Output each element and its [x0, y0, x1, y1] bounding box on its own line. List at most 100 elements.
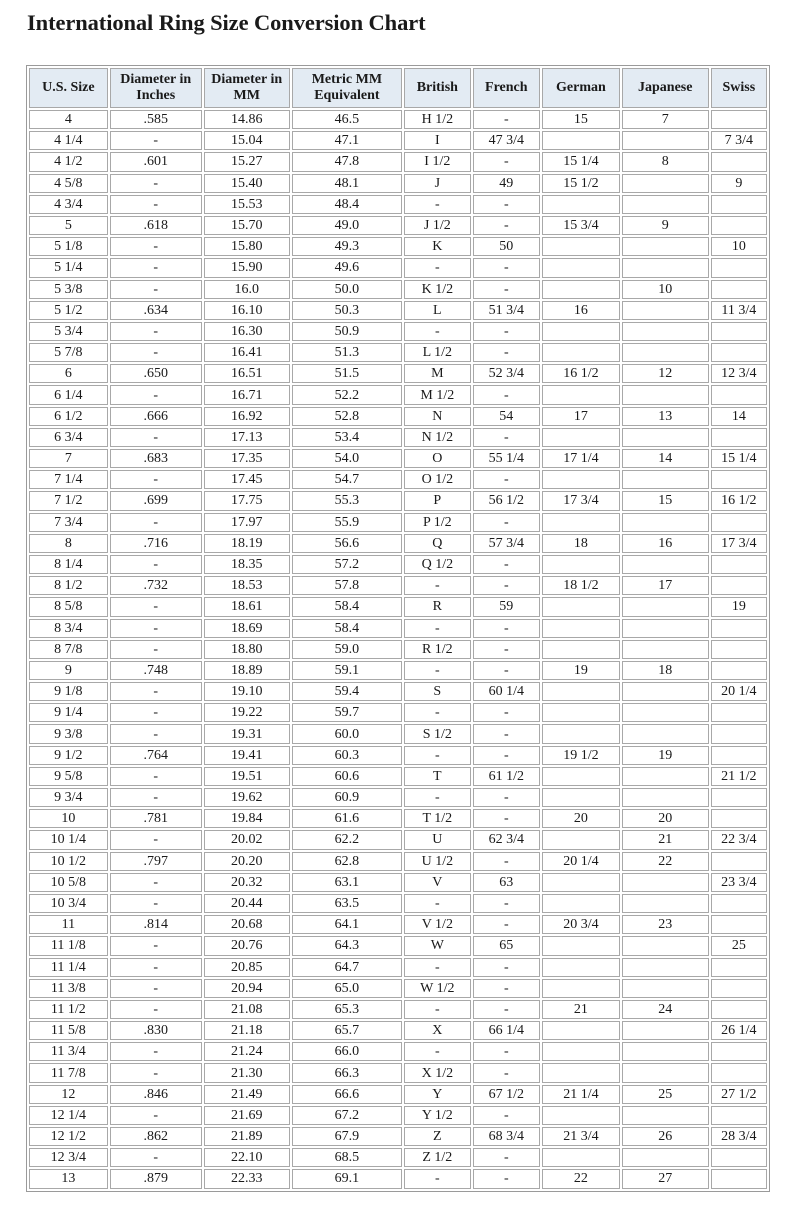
table-cell: -: [472, 385, 541, 405]
table-cell: 28 3/4: [710, 1127, 767, 1147]
table-cell: 23 3/4: [710, 872, 767, 892]
table-cell: -: [109, 597, 202, 617]
table-cell: -: [472, 152, 541, 172]
table-cell: 7 3/4: [710, 131, 767, 151]
table-cell: [542, 258, 620, 278]
table-cell: -: [472, 215, 541, 236]
table-cell: -: [109, 1105, 202, 1125]
table-cell: [542, 936, 620, 956]
table-cell: -: [404, 1042, 471, 1062]
table-cell: [710, 258, 767, 278]
table-cell: 21.30: [203, 1063, 290, 1083]
table-cell: 10 3/4: [29, 893, 108, 914]
table-cell: [542, 1148, 620, 1168]
table-cell: -: [404, 194, 471, 214]
table-cell: [710, 385, 767, 405]
table-cell: -: [404, 893, 471, 914]
table-cell: 59.4: [291, 682, 403, 702]
table-cell: -: [109, 554, 202, 575]
table-row: 4 5/8-15.40 48.1 J 49 15 1/2 9: [29, 173, 767, 193]
table-cell: -: [472, 978, 541, 998]
table-cell: 20: [621, 809, 709, 829]
table-cell: [710, 618, 767, 638]
table-cell: 25: [710, 936, 767, 956]
table-cell: [621, 173, 709, 193]
table-cell: [542, 978, 620, 998]
table-cell: 53.4: [291, 427, 403, 447]
table-cell: -: [109, 1042, 202, 1062]
table-cell: -: [472, 279, 541, 299]
table-cell: -: [109, 279, 202, 299]
table-cell: [542, 893, 620, 914]
table-row: 8 5/8-18.61 58.4 R 59 19: [29, 597, 767, 617]
table-cell: 15.40: [203, 173, 290, 193]
table-cell: 20.32: [203, 872, 290, 892]
table-row: 5 1/8-15.80 49.3 K 50 10: [29, 237, 767, 257]
table-cell: 52.2: [291, 385, 403, 405]
table-cell: [621, 258, 709, 278]
table-cell: 21.49: [203, 1084, 290, 1104]
table-cell: [542, 872, 620, 892]
table-cell: 4 3/4: [29, 194, 108, 214]
table-cell: [710, 152, 767, 172]
table-cell: 14: [621, 449, 709, 469]
table-cell: 17 3/4: [710, 533, 767, 553]
table-cell: [542, 279, 620, 299]
table-cell: -: [109, 427, 202, 447]
table-cell: [542, 724, 620, 744]
table-cell: 8 3/4: [29, 618, 108, 638]
table-cell: L 1/2: [404, 343, 471, 363]
table-cell: 66 1/4: [472, 1021, 541, 1041]
table-cell: 22.10: [203, 1148, 290, 1168]
table-cell: [542, 554, 620, 575]
table-cell: 9 1/8: [29, 682, 108, 702]
table-cell: [621, 618, 709, 638]
table-cell: 19.10: [203, 682, 290, 702]
table-cell: 64.3: [291, 936, 403, 956]
table-row: 9 5/8-19.51 60.6 T 61 1/2 21 1/2: [29, 766, 767, 786]
table-cell: 69.1: [291, 1169, 403, 1189]
table-cell: 63: [472, 872, 541, 892]
table-row: 7 1/2.699 17.75 55.3 P 56 1/2 17 3/4 15 16 1/2: [29, 491, 767, 511]
table-cell: H 1/2: [404, 110, 471, 130]
table-cell: 7 1/4: [29, 470, 108, 490]
table-cell: [542, 237, 620, 257]
table-row: 10 3/4-20.44 63.5- -: [29, 893, 767, 914]
table-cell: 4 1/4: [29, 131, 108, 151]
table-cell: -: [109, 936, 202, 956]
table-cell: [542, 682, 620, 702]
table-cell: 26 1/4: [710, 1021, 767, 1041]
table-cell: V: [404, 872, 471, 892]
table-cell: 13: [621, 406, 709, 426]
table-cell: -: [472, 851, 541, 871]
table-cell: 10: [621, 279, 709, 299]
table-row: 5 3/8-16.0 50.0 K 1/2-10: [29, 279, 767, 299]
table-cell: 7: [29, 449, 108, 469]
table-cell: -: [109, 1148, 202, 1168]
table-cell: 10: [710, 237, 767, 257]
table-cell: Q 1/2: [404, 554, 471, 575]
table-cell: 66.6: [291, 1084, 403, 1104]
table-cell: 9 3/4: [29, 788, 108, 808]
table-cell: 20.85: [203, 957, 290, 977]
table-row: 11 3/8-20.94 65.0 W 1/2-: [29, 978, 767, 998]
table-cell: [710, 1105, 767, 1125]
table-cell: -: [109, 830, 202, 850]
table-row: 9.748 18.89 59.1- -19 18: [29, 660, 767, 681]
table-cell: 54.7: [291, 470, 403, 490]
table-cell: 11 1/4: [29, 957, 108, 977]
table-cell: 9 1/4: [29, 703, 108, 723]
table-row: 9 3/8-19.31 60.0 S 1/2-: [29, 724, 767, 744]
table-cell: 19: [621, 745, 709, 765]
table-cell: 15 1/4: [710, 449, 767, 469]
table-cell: 20.44: [203, 893, 290, 914]
table-cell: [621, 512, 709, 532]
table-cell: 6: [29, 364, 108, 384]
table-cell: .846: [109, 1084, 202, 1104]
table-cell: 18.19: [203, 533, 290, 553]
table-cell: 64.1: [291, 915, 403, 935]
table-cell: -: [109, 343, 202, 363]
table-cell: 27 1/2: [710, 1084, 767, 1104]
table-cell: J: [404, 173, 471, 193]
table-cell: 61.6: [291, 809, 403, 829]
